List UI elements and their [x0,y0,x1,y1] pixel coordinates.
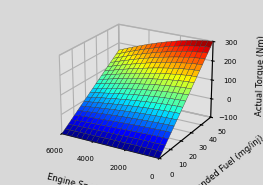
X-axis label: Engine Speed (RPM): Engine Speed (RPM) [46,173,131,185]
Y-axis label: Commanded Fuel (mg/inj): Commanded Fuel (mg/inj) [174,133,263,185]
